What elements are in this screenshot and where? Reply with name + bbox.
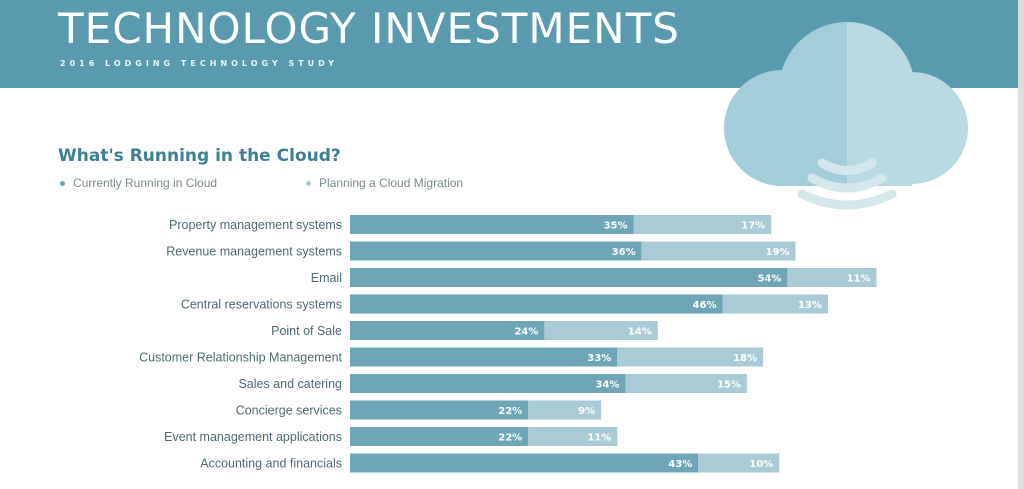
- bar-planned: [633, 215, 772, 234]
- bar-current: [350, 347, 618, 367]
- bar-row: Central reservations systems 46% 13%: [181, 294, 828, 314]
- bar-row: Property management systems 35% 17%: [169, 215, 772, 234]
- bar-planned: [617, 347, 764, 367]
- bar-planned: [625, 374, 747, 393]
- legend-label-planned: Planning a Cloud Migration: [319, 176, 464, 190]
- category-label: Central reservations systems: [181, 298, 342, 312]
- bar-row: Revenue management systems 36% 19%: [166, 241, 796, 261]
- legend-swatch-planned: [306, 180, 311, 186]
- value-label-current: 35%: [604, 221, 628, 232]
- bar-current: [350, 374, 626, 393]
- bar-row: Email 54% 11%: [311, 268, 877, 287]
- value-label-current: 36%: [612, 247, 636, 258]
- legend-item-planned: Planning a Cloud Migration: [306, 176, 463, 190]
- bar-row: Sales and catering 34% 15%: [238, 374, 747, 393]
- category-label: Event management applications: [164, 430, 342, 444]
- value-label-planned: 9%: [578, 406, 595, 417]
- page-edge: [1018, 0, 1024, 489]
- value-label-planned: 14%: [628, 327, 652, 338]
- bar-current: [350, 400, 529, 420]
- category-label: Property management systems: [169, 218, 342, 232]
- value-label-current: 43%: [668, 459, 692, 470]
- category-label: Customer Relationship Management: [139, 351, 342, 365]
- category-label: Accounting and financials: [200, 457, 342, 471]
- value-label-planned: 11%: [587, 433, 611, 444]
- cloud-wifi-icon: [724, 22, 968, 210]
- value-label-planned: 15%: [717, 380, 741, 391]
- category-label: Email: [311, 271, 342, 285]
- value-label-current: 24%: [514, 327, 538, 338]
- value-label-current: 34%: [595, 380, 619, 391]
- category-label: Revenue management systems: [166, 245, 342, 259]
- bar-row: Accounting and financials 43% 10%: [200, 453, 780, 473]
- bar-current: [350, 241, 642, 261]
- page-subtitle: 2016 LODGING TECHNOLOGY STUDY: [60, 59, 339, 68]
- bar-current: [350, 321, 545, 340]
- bar-current: [350, 215, 634, 234]
- legend-swatch-current: [60, 180, 65, 186]
- value-label-planned: 10%: [749, 459, 773, 470]
- bar-planned: [528, 400, 602, 420]
- value-label-planned: 13%: [798, 300, 822, 311]
- value-label-current: 33%: [587, 353, 611, 364]
- value-label-current: 22%: [498, 406, 522, 417]
- category-label: Point of Sale: [271, 324, 342, 338]
- bar-planned: [698, 453, 780, 473]
- value-label-current: 22%: [498, 433, 522, 444]
- bar-row: Event management applications 22% 11%: [164, 427, 618, 446]
- value-label-planned: 18%: [733, 353, 757, 364]
- bar-planned: [641, 241, 796, 261]
- category-label: Concierge services: [236, 404, 342, 418]
- bar-planned: [528, 427, 618, 446]
- category-label: Sales and catering: [238, 377, 342, 391]
- legend-label-current: Currently Running in Cloud: [73, 176, 218, 190]
- bar-row: Concierge services 22% 9%: [236, 400, 602, 420]
- chart-title: What's Running in the Cloud?: [58, 146, 341, 166]
- value-label-planned: 11%: [847, 274, 871, 285]
- bar-row: Customer Relationship Management 33% 18%: [139, 347, 764, 367]
- value-label-planned: 17%: [741, 221, 765, 232]
- bar-current: [350, 294, 723, 314]
- page-title: TECHNOLOGY INVESTMENTS: [58, 4, 680, 53]
- bar-row: Point of Sale 24% 14%: [271, 321, 658, 340]
- legend-item-current: Currently Running in Cloud: [60, 176, 217, 190]
- value-label-current: 54%: [757, 274, 781, 285]
- value-label-planned: 19%: [766, 247, 790, 258]
- value-label-current: 46%: [693, 300, 717, 311]
- bar-current: [350, 427, 529, 446]
- bar-planned: [544, 321, 658, 340]
- bar-current: [350, 268, 788, 287]
- bar-planned: [787, 268, 877, 287]
- bar-current: [350, 453, 699, 473]
- bar-planned: [722, 294, 828, 314]
